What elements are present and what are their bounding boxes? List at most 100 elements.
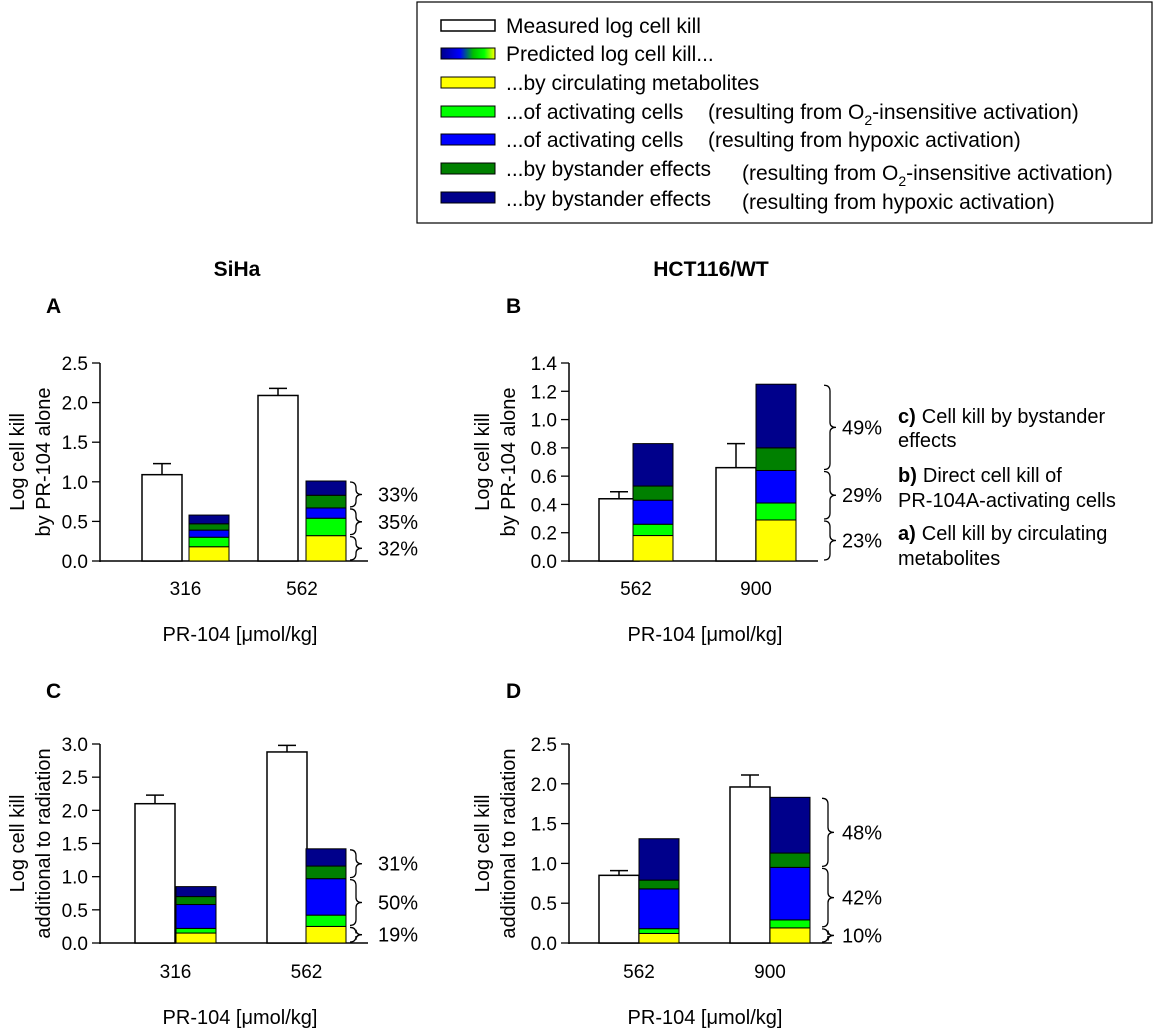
legend: Measured log cell kill Predicted log cel…: [416, 1, 1153, 224]
legend-label-o2-activating: ...of activating cells: [506, 101, 683, 124]
y-axis-title-c-2: additional to radiation: [33, 748, 55, 938]
x-tick-label-c: 562: [291, 962, 323, 983]
predicted-segment-o2-activating-a: [188, 536, 230, 548]
column-title-siha: SiHa: [214, 258, 261, 281]
panel-letter-c: C: [46, 680, 61, 703]
predicted-segment-o2-bystander-d: [769, 852, 811, 868]
predicted-segment-hypoxic-activating-d: [769, 866, 811, 921]
percent-label-d: 42%: [842, 888, 882, 910]
predicted-segment-hypoxic-bystander-c: [305, 848, 347, 867]
predicted-segment-o2-bystander-a: [188, 523, 230, 531]
predicted-segment-circulating-c: [175, 932, 217, 944]
predicted-segment-hypoxic-activating-b: [755, 469, 797, 504]
predicted-segment-hypoxic-activating-c: [305, 878, 347, 916]
predicted-segment-hypoxic-bystander-d: [638, 838, 680, 881]
y-axis-title-d-2: additional to radiation: [498, 748, 520, 938]
measured-bar-a: [141, 473, 183, 562]
y-tick-label-c: 1.0: [62, 868, 88, 889]
y-tick-label-c: 2.0: [62, 801, 88, 822]
percent-label-c: 31%: [378, 854, 418, 876]
legend-label-o2-bystander: ...by bystander effects: [506, 158, 711, 181]
x-tick-label-d: 900: [754, 962, 786, 983]
y-tick-label-b: 1.0: [531, 411, 557, 432]
y-axis-title-d-1: Log cell kill: [472, 795, 494, 893]
y-axis-title-a-1: Log cell kill: [7, 413, 29, 511]
predicted-segment-hypoxic-bystander-d: [769, 796, 811, 854]
x-tick-label-b: 562: [620, 579, 652, 600]
legend-label-hypoxic-bystander: ...by bystander effects: [506, 188, 711, 211]
predicted-segment-circulating-d: [638, 932, 680, 944]
predicted-segment-o2-bystander-b: [632, 485, 674, 501]
component-a-bold: a): [898, 523, 916, 545]
y-tick-label-a: 1.5: [62, 433, 88, 454]
predicted-segment-circulating-a: [305, 535, 347, 562]
predicted-segment-hypoxic-activating-a: [305, 507, 347, 519]
legend-paren-o2-activating: (resulting from O2-insensitive activatio…: [708, 101, 1079, 128]
measured-bar-b: [715, 466, 757, 562]
component-c-bold: c): [898, 406, 916, 428]
y-tick-label-a: 0.5: [62, 512, 88, 533]
x-tick-label-a: 562: [286, 579, 318, 600]
y-tick-label-d: 1.0: [531, 854, 557, 875]
legend-frame: [416, 1, 1153, 224]
component-c-line2: effects: [898, 430, 957, 452]
y-tick-label-b: 0.0: [531, 552, 557, 573]
y-tick-label-c: 0.0: [62, 934, 88, 955]
component-b-text: Direct cell kill of: [923, 465, 1062, 487]
measured-bar-d: [598, 874, 640, 944]
measured-bar-a: [257, 394, 299, 562]
legend-swatch-predicted: [440, 47, 496, 60]
percent-label-d: 48%: [842, 822, 882, 844]
y-axis-title-b-2: by PR-104 alone: [498, 388, 520, 537]
legend-swatch-hypoxic-activating: [440, 133, 496, 146]
predicted-segment-o2-activating-b: [632, 523, 674, 537]
y-tick-label-c: 0.5: [62, 901, 88, 922]
y-tick-label-d: 2.5: [531, 735, 557, 756]
bracket-b: [823, 520, 837, 561]
legend-label-circulating: ...by circulating metabolites: [506, 72, 759, 95]
component-a-line2: metabolites: [898, 548, 1000, 570]
component-b-bold: b): [898, 465, 917, 487]
measured-bar-d: [729, 786, 771, 944]
y-tick-label-c: 3.0: [62, 735, 88, 756]
panel-d: D 0.0 0.5 1.0 1.5 2.0 2.5 Log cell kill addition…: [472, 680, 882, 1029]
legend-swatch-hypoxic-bystander: [440, 191, 496, 204]
percent-label-a: 32%: [378, 538, 418, 560]
predicted-segment-hypoxic-bystander-a: [188, 514, 230, 525]
y-tick-label-a: 1.0: [62, 473, 88, 494]
x-axis-title-a: PR-104 [μmol/kg]: [163, 624, 318, 646]
legend-swatch-o2-bystander: [440, 162, 496, 175]
bracket-c: [349, 926, 363, 943]
y-axis-title-b-1: Log cell kill: [472, 413, 494, 511]
y-tick-label-b: 1.2: [531, 382, 557, 403]
predicted-segment-circulating-d: [769, 927, 811, 944]
legend-paren-hypoxic-bystander: (resulting from hypoxic activation): [742, 191, 1055, 214]
percent-label-d: 10%: [842, 925, 882, 947]
legend-label-hypoxic-activating: ...of activating cells: [506, 129, 683, 152]
y-tick-label-b: 1.4: [531, 354, 558, 375]
percent-label-a: 35%: [378, 512, 418, 534]
y-tick-label-c: 1.5: [62, 835, 88, 856]
percent-label-b: 49%: [842, 417, 882, 439]
predicted-segment-circulating-c: [305, 925, 347, 944]
predicted-segment-hypoxic-activating-c: [175, 904, 217, 929]
legend-paren-hypoxic-activating: (resulting from hypoxic activation): [708, 129, 1021, 152]
bracket-c: [349, 879, 363, 927]
x-tick-label-d: 562: [623, 962, 655, 983]
bracket-b: [823, 384, 837, 471]
component-b-line1: b) Direct cell kill of: [898, 465, 1062, 487]
measured-bar-c: [134, 802, 176, 944]
y-tick-label-b: 0.6: [531, 467, 557, 488]
y-tick-label-d: 2.0: [531, 775, 557, 796]
percent-label-b: 23%: [842, 530, 882, 552]
predicted-segment-o2-bystander-c: [175, 896, 217, 906]
legend-swatch-o2-activating: [440, 105, 496, 118]
y-tick-label-a: 2.5: [62, 354, 88, 375]
x-tick-label-a: 316: [170, 579, 202, 600]
y-tick-label-b: 0.8: [531, 439, 557, 460]
x-axis-title-b: PR-104 [μmol/kg]: [628, 624, 783, 646]
legend-swatch-circulating: [440, 76, 496, 89]
column-title-hct116: HCT116/WT: [653, 258, 769, 281]
legend-swatch-measured: [440, 19, 496, 32]
